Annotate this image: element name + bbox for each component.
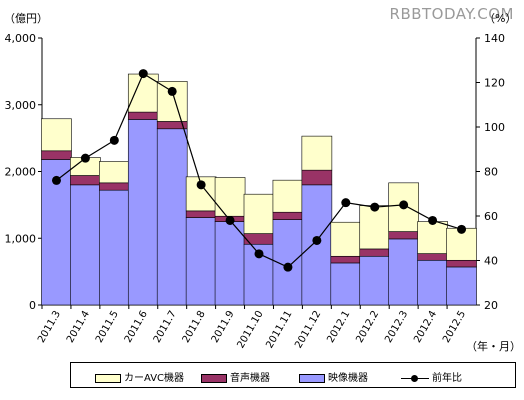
bar-audio <box>388 231 419 240</box>
point-yoy <box>138 69 148 79</box>
y-right-tick-label: 100 <box>484 121 505 134</box>
bar-video <box>388 238 419 306</box>
y-left-tick-label: 1,000 <box>5 232 37 245</box>
bar-video <box>70 184 101 306</box>
bar-audio <box>99 182 130 191</box>
point-yoy <box>80 153 90 163</box>
point-yoy <box>109 135 119 145</box>
legend-label-audio: 音声機器 <box>230 373 270 384</box>
y-right-tick-label: 140 <box>484 32 505 45</box>
x-tick-label: 2011.9 <box>210 309 237 345</box>
bar-video <box>99 189 130 306</box>
y-right-tick-label: 60 <box>484 210 498 223</box>
bar-video <box>185 217 217 306</box>
bar-audio <box>359 248 391 257</box>
bar-audio <box>330 255 362 264</box>
y-right-tick-label: 40 <box>484 255 498 268</box>
y-left-tick-label: 3,000 <box>5 99 37 112</box>
bar-car-avc <box>41 118 72 152</box>
point-yoy <box>341 198 351 208</box>
point-yoy <box>283 262 293 272</box>
x-tick-label: 2012.1 <box>325 309 352 345</box>
y-axis-left-label: （億円） <box>4 12 48 25</box>
bar-video <box>214 221 246 306</box>
x-tick-label: 2011.11 <box>264 309 294 350</box>
bar-car-avc <box>243 193 275 234</box>
bar-video <box>330 262 362 306</box>
x-tick-label: 2011.6 <box>123 309 150 345</box>
point-yoy <box>167 86 177 96</box>
point-yoy <box>370 202 380 212</box>
x-tick-label: 2012.5 <box>441 309 468 345</box>
y-left-tick-label: 4,000 <box>5 32 37 45</box>
x-tick-label: 2011.3 <box>36 309 63 345</box>
bar-car-avc <box>301 135 333 171</box>
legend: カーAVC機器 音声機器 映像機器 前年比 <box>70 362 516 388</box>
y-right-tick-label: 80 <box>484 166 498 179</box>
legend-item-audio: 音声機器 <box>201 369 270 384</box>
legend-swatch-video <box>299 373 325 383</box>
point-yoy <box>428 215 438 225</box>
bar-video <box>127 119 159 306</box>
bar-audio <box>41 150 72 160</box>
bar-audio <box>243 233 275 245</box>
y-left-tick-label: 2,000 <box>5 166 37 179</box>
bar-car-avc <box>214 177 246 217</box>
x-tick-label: 2011.5 <box>94 309 121 345</box>
bar-car-avc <box>99 161 130 184</box>
bar-video <box>156 128 188 306</box>
legend-label-video: 映像機器 <box>328 373 368 384</box>
legend-item-yoy: 前年比 <box>401 369 462 384</box>
legend-label-yoy: 前年比 <box>432 373 462 384</box>
legend-item-video: 映像機器 <box>299 369 368 384</box>
bar-video <box>417 259 448 306</box>
bar-audio <box>301 169 333 186</box>
x-tick-label: 2011.8 <box>181 309 208 345</box>
x-tick-label: 2011.7 <box>152 309 179 345</box>
legend-swatch-car-avc <box>95 373 121 383</box>
bar-video <box>446 266 477 306</box>
x-tick-label: 2012.3 <box>383 309 410 345</box>
bar-audio <box>417 253 448 261</box>
y-axis-right-label: （%） <box>484 12 517 25</box>
bar-car-avc <box>359 205 391 250</box>
bar-car-avc <box>330 221 362 257</box>
y-right-tick-label: 120 <box>484 77 505 90</box>
x-axis-label: （年・月） <box>466 340 521 353</box>
point-yoy <box>457 224 467 234</box>
point-yoy <box>51 175 61 185</box>
point-yoy <box>254 249 264 259</box>
x-tick-label: 2012.2 <box>354 309 381 345</box>
legend-swatch-audio <box>201 373 227 383</box>
bar-audio <box>185 210 217 218</box>
bar-audio <box>70 175 101 186</box>
bar-audio <box>272 211 304 220</box>
point-yoy <box>399 200 409 210</box>
legend-swatch-yoy <box>401 374 429 383</box>
bar-car-avc <box>272 179 304 213</box>
legend-label-car-avc: カーAVC機器 <box>124 373 185 384</box>
x-tick-label: 2012.4 <box>412 309 439 345</box>
legend-item-car-avc: カーAVC機器 <box>95 369 184 384</box>
x-tick-label: 2011.4 <box>65 309 92 345</box>
point-yoy <box>225 215 235 225</box>
y-left-tick-label: 0 <box>29 299 36 312</box>
bar-video <box>359 255 391 306</box>
x-tick-label: 2011.12 <box>293 309 323 350</box>
bar-car-avc <box>417 221 448 254</box>
x-tick-label: 2011.10 <box>235 309 265 350</box>
y-right-tick-label: 20 <box>484 299 498 312</box>
bar-audio <box>446 259 477 268</box>
watermark: RBBTODAY.COM <box>389 5 514 23</box>
bar-audio <box>127 111 159 120</box>
point-yoy <box>312 235 322 245</box>
point-yoy <box>196 180 206 190</box>
